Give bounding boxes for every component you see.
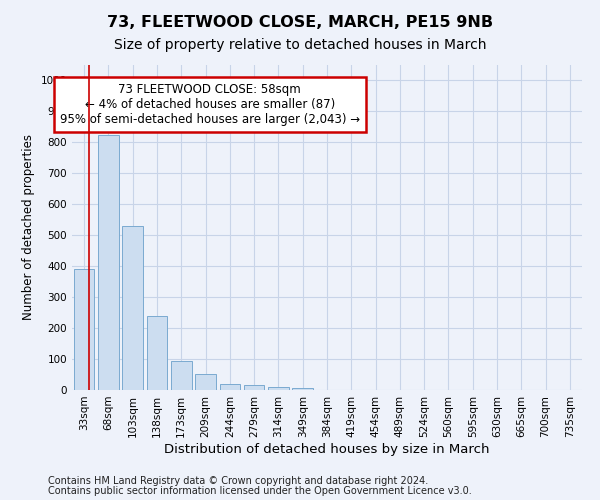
Bar <box>195 374 216 390</box>
Bar <box>98 134 119 390</box>
Text: Size of property relative to detached houses in March: Size of property relative to detached ho… <box>114 38 486 52</box>
Text: 73 FLEETWOOD CLOSE: 58sqm
← 4% of detached houses are smaller (87)
95% of semi-d: 73 FLEETWOOD CLOSE: 58sqm ← 4% of detach… <box>59 83 360 126</box>
Y-axis label: Number of detached properties: Number of detached properties <box>22 134 35 320</box>
Bar <box>74 270 94 390</box>
Bar <box>146 316 167 390</box>
Bar <box>220 384 240 390</box>
Text: Contains HM Land Registry data © Crown copyright and database right 2024.: Contains HM Land Registry data © Crown c… <box>48 476 428 486</box>
Text: Contains public sector information licensed under the Open Government Licence v3: Contains public sector information licen… <box>48 486 472 496</box>
Bar <box>244 385 265 390</box>
Bar <box>171 361 191 390</box>
Text: 73, FLEETWOOD CLOSE, MARCH, PE15 9NB: 73, FLEETWOOD CLOSE, MARCH, PE15 9NB <box>107 15 493 30</box>
Bar <box>268 387 289 390</box>
X-axis label: Distribution of detached houses by size in March: Distribution of detached houses by size … <box>164 442 490 456</box>
Bar <box>292 388 313 390</box>
Bar <box>122 226 143 390</box>
